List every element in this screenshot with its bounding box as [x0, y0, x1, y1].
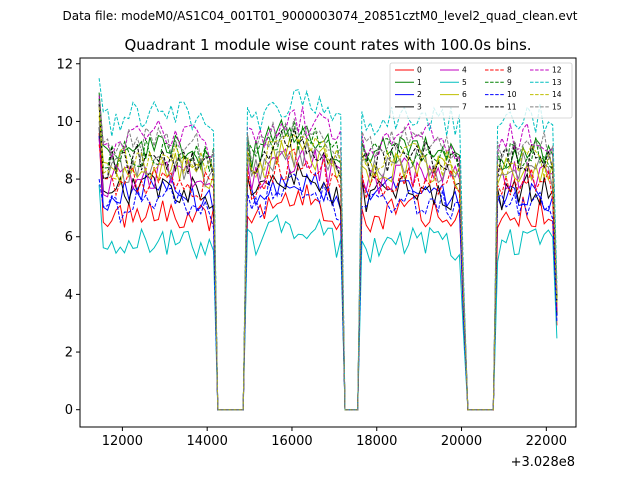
- legend-label-2: 2: [417, 90, 422, 99]
- y-tick-label: 6: [65, 230, 73, 245]
- x-tick-label: 12000: [102, 434, 143, 449]
- x-tick-label: 20000: [441, 434, 482, 449]
- legend-box: [389, 62, 573, 119]
- x-tick-label: 18000: [356, 434, 397, 449]
- legend-label-8: 8: [507, 66, 512, 75]
- x-tick-label: 16000: [271, 434, 312, 449]
- legend-label-4: 4: [462, 66, 467, 75]
- chart-suptitle: Data file: modeM0/AS1C04_001T01_90000030…: [62, 9, 577, 23]
- legend-label-10: 10: [507, 90, 517, 99]
- x-offset-text: +3.028e8: [511, 455, 575, 470]
- y-tick-label: 0: [65, 403, 73, 418]
- legend-label-7: 7: [462, 102, 467, 111]
- legend-label-6: 6: [462, 90, 467, 99]
- series-line-15: [98, 101, 558, 411]
- legend-label-5: 5: [462, 78, 467, 87]
- y-tick-label: 2: [65, 346, 73, 361]
- plot-lines: [98, 78, 558, 411]
- chart-title: Quadrant 1 module wise count rates with …: [124, 36, 531, 54]
- legend-label-14: 14: [552, 90, 562, 99]
- legend-label-3: 3: [417, 102, 422, 111]
- legend-label-11: 11: [507, 102, 517, 111]
- y-tick-label: 4: [65, 288, 73, 303]
- y-tick-label: 10: [56, 115, 73, 130]
- legend-label-12: 12: [552, 66, 562, 75]
- legend-label-1: 1: [417, 78, 422, 87]
- x-tick-label: 22000: [526, 434, 567, 449]
- axes-frame: [79, 57, 577, 428]
- legend-label-0: 0: [417, 66, 422, 75]
- legend-label-9: 9: [507, 78, 512, 87]
- series-line-14: [98, 106, 558, 411]
- legend-label-15: 15: [552, 102, 562, 111]
- series-line-11: [98, 104, 558, 411]
- x-tick-label: 14000: [186, 434, 227, 449]
- series-line-8: [98, 144, 558, 411]
- y-tick-label: 12: [56, 57, 73, 72]
- y-tick-label: 8: [65, 173, 73, 188]
- legend-label-13: 13: [552, 78, 562, 87]
